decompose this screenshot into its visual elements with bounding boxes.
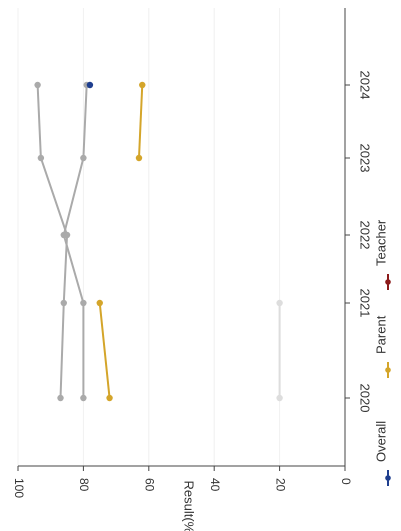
y-tick-label-group-20: 20 — [273, 478, 287, 492]
series-parent-point-2024 — [139, 81, 146, 89]
y-tick-label-group-0: 0 — [339, 478, 353, 485]
unlabeled-series-2-point-2020 — [80, 394, 87, 402]
x-tick-label-2020: 2020 — [358, 384, 373, 413]
series-parent-line-0 — [98, 302, 111, 399]
series-parent-point-2021 — [96, 299, 103, 307]
unlabeled-series-1-point-2024 — [34, 81, 41, 89]
legend-overall-swatch-marker — [385, 475, 391, 481]
series-parent-line-1 — [137, 84, 144, 159]
x-tick-label-2021: 2021 — [358, 289, 373, 318]
unlabeled-series-3-point-2020 — [276, 394, 283, 402]
axes — [18, 8, 346, 467]
legend-parent-label-group: Parent — [373, 315, 388, 354]
legend-overall-label: Overall — [373, 421, 388, 462]
x-tick-label-group-2023: 2023 — [358, 144, 373, 173]
unlabeled-series-1-line-0 — [36, 84, 69, 399]
y-tick-label-group-100: 100 — [12, 478, 26, 498]
x-tick-label-2022: 2022 — [358, 221, 373, 250]
y-axis-title: Result(%) — [182, 480, 197, 531]
series-parent-point-2020 — [106, 394, 113, 402]
unlabeled-series-1-point-2023 — [37, 154, 45, 162]
x-tick-label-group-2021: 2021 — [358, 289, 373, 318]
x-tick-label-group-2020: 2020 — [358, 384, 373, 413]
y-tick-label-20: 20 — [273, 478, 287, 492]
ticks: 0 20 40 60 80 100 2020 2021 2022 2023 2024 — [12, 71, 373, 499]
unlabeled-series-2-point-2021 — [80, 299, 87, 307]
x-tick-label-group-2024: 2024 — [358, 71, 373, 100]
unlabeled-series-2-point-2022 — [60, 231, 67, 239]
y-tick-label-0: 0 — [339, 478, 353, 485]
legend-parent-label: Parent — [373, 315, 388, 354]
x-tick-label-2023: 2023 — [358, 144, 373, 173]
unlabeled-series-1-point-2021 — [60, 299, 67, 307]
legend-teacher-label-group: Teacher — [373, 219, 388, 266]
y-tick-label-60: 60 — [143, 478, 157, 492]
y-tick-label-group-80: 80 — [77, 478, 91, 492]
unlabeled-series-1-point-2020 — [57, 394, 64, 402]
legend-teacher-swatch-marker — [385, 279, 391, 285]
series-overall-point-2024 — [86, 81, 94, 89]
unlabeled-series-2-point-2023 — [80, 154, 87, 162]
legend-parent-swatch-marker — [385, 367, 391, 373]
y-tick-label-80: 80 — [77, 478, 91, 492]
x-tick-label-2024: 2024 — [358, 71, 373, 100]
legend-overall-label-group: Overall — [373, 421, 388, 462]
y-axis-title-group: Result(%) — [182, 480, 197, 531]
unlabeled-series-3-point-2021 — [276, 299, 283, 307]
y-tick-label-40: 40 — [208, 478, 222, 492]
series-parent-point-2023 — [135, 154, 143, 162]
y-tick-label-100: 100 — [12, 478, 26, 498]
legend: Overall Parent Teacher — [373, 219, 391, 486]
grid — [17, 8, 281, 466]
y-tick-label-group-40: 40 — [208, 478, 222, 492]
series — [34, 81, 283, 402]
legend-teacher-label: Teacher — [373, 219, 388, 266]
x-tick-label-group-2022: 2022 — [358, 221, 373, 250]
y-tick-label-group-60: 60 — [143, 478, 157, 492]
